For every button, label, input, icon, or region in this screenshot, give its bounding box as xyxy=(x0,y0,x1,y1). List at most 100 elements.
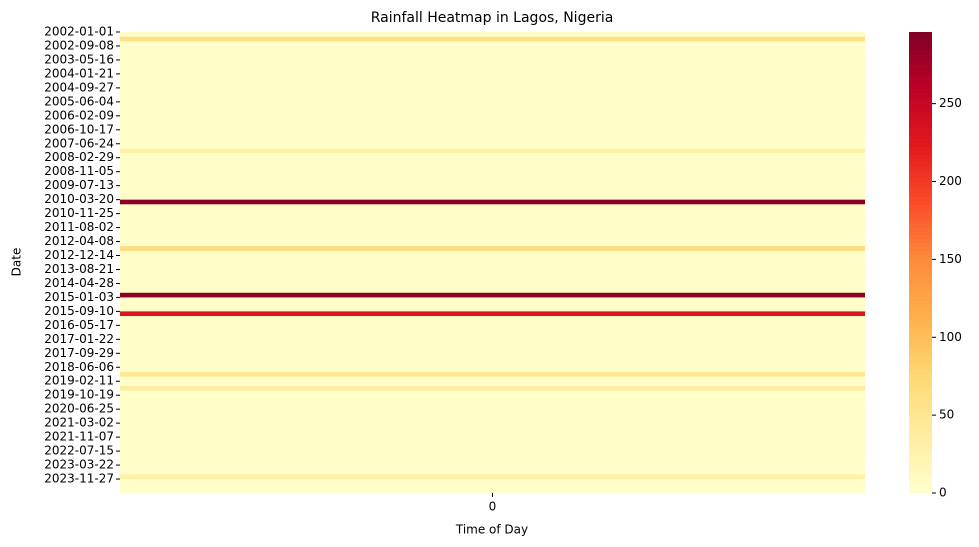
heat-cell xyxy=(120,432,865,438)
colorbar-segment xyxy=(909,62,932,67)
heat-cell xyxy=(120,316,865,322)
colorbar-segment xyxy=(909,220,932,225)
y-tick-label: 2020-06-25 xyxy=(44,402,114,416)
heat-cell xyxy=(120,441,865,447)
heat-cell xyxy=(120,55,865,61)
colorbar-segment xyxy=(909,320,932,325)
colorbar-segment xyxy=(909,485,932,490)
heat-cell xyxy=(120,232,865,238)
colorbar-tick-label: 200 xyxy=(939,174,962,188)
heat-cell xyxy=(120,36,865,42)
colorbar-segment xyxy=(909,258,932,263)
colorbar-segment xyxy=(909,435,932,440)
heat-cell xyxy=(120,204,865,210)
colorbar-segment xyxy=(909,216,932,221)
colorbar-segment xyxy=(909,78,932,83)
heat-cell xyxy=(120,111,865,117)
heat-cell xyxy=(120,83,865,89)
colorbar-tick-label: 100 xyxy=(939,330,962,344)
colorbar-segment xyxy=(909,277,932,283)
colorbar-segment xyxy=(909,204,932,210)
colorbar-segment xyxy=(909,358,932,363)
heat-cell xyxy=(120,367,865,373)
y-tick-label: 2015-01-03 xyxy=(44,290,114,304)
heat-cell xyxy=(120,64,865,70)
colorbar-segment xyxy=(909,35,932,40)
colorbar-segment xyxy=(909,366,932,371)
colorbar-segment xyxy=(909,308,932,313)
heat-cell xyxy=(120,330,865,335)
heat-cell xyxy=(120,302,865,308)
colorbar-segment xyxy=(909,108,932,113)
heat-cell xyxy=(120,69,865,75)
heat-cell xyxy=(120,106,865,112)
heat-cell xyxy=(120,297,865,303)
heat-cell xyxy=(120,371,865,377)
colorbar-segment xyxy=(909,243,932,248)
colorbar-segment xyxy=(909,93,932,98)
y-tick-label: 2019-10-19 xyxy=(44,388,114,402)
colorbar-segment xyxy=(909,304,932,309)
colorbar-segment xyxy=(909,47,932,52)
y-tick-label: 2021-11-07 xyxy=(44,430,114,444)
colorbar-segment xyxy=(909,343,932,348)
heat-cell xyxy=(120,97,865,103)
y-tick-label: 2023-11-27 xyxy=(44,472,114,486)
heat-cell xyxy=(120,167,865,172)
heat-cell xyxy=(120,488,865,494)
colorbar-segment xyxy=(909,274,932,279)
colorbar-segment xyxy=(909,135,932,140)
heat-cell xyxy=(120,190,865,196)
heat-cell xyxy=(120,325,865,331)
colorbar-segment xyxy=(909,55,932,60)
colorbar-segment xyxy=(909,231,932,236)
heat-cell xyxy=(120,269,865,275)
heat-cell xyxy=(120,73,865,79)
heat-cell xyxy=(120,288,865,294)
colorbar-segment xyxy=(909,297,932,302)
colorbar-segment xyxy=(909,81,932,87)
heat-cell xyxy=(120,283,865,289)
colorbar-segment xyxy=(909,143,932,148)
colorbar-segment xyxy=(909,212,932,217)
chart-title: Rainfall Heatmap in Lagos, Nigeria xyxy=(371,10,614,26)
y-tick-label: 2007-06-24 xyxy=(44,136,114,150)
heat-cell xyxy=(120,176,865,182)
colorbar-segment xyxy=(909,262,932,267)
colorbar-segment xyxy=(909,377,932,382)
colorbar-segment xyxy=(909,58,932,64)
colorbar-segment xyxy=(909,147,932,152)
colorbar-segment xyxy=(909,151,932,156)
colorbar-segment xyxy=(909,235,932,240)
colorbar-segment xyxy=(909,85,932,90)
colorbar-segment xyxy=(909,327,932,332)
colorbar-segment xyxy=(909,354,932,359)
colorbar-segment xyxy=(909,128,932,133)
y-tick-label: 2003-05-16 xyxy=(44,52,114,66)
heat-cell xyxy=(120,171,865,177)
heat-cell xyxy=(120,362,865,368)
y-tick-label: 2023-03-22 xyxy=(44,458,114,472)
y-tick-label: 2012-12-14 xyxy=(44,248,114,262)
heat-cell xyxy=(120,213,865,219)
heat-cell xyxy=(120,311,865,317)
colorbar-segment xyxy=(909,120,932,125)
heat-cell xyxy=(120,148,865,154)
colorbar-segment xyxy=(909,323,932,329)
heat-cell xyxy=(120,455,865,461)
colorbar-segment xyxy=(909,131,932,137)
colorbar-segment xyxy=(909,97,932,102)
heat-cell xyxy=(120,381,865,387)
heat-cell xyxy=(120,236,865,242)
heat-cell xyxy=(120,399,865,405)
heat-cell xyxy=(120,115,865,121)
y-tick-label: 2002-01-01 xyxy=(44,25,114,39)
colorbar-segment xyxy=(909,181,932,186)
colorbar-segment xyxy=(909,201,932,206)
x-tick-label: 0 xyxy=(489,500,497,514)
colorbar-segment xyxy=(909,162,932,167)
heat-cell xyxy=(120,357,865,363)
colorbar-tick-label: 0 xyxy=(939,486,947,500)
heat-cell xyxy=(120,479,865,484)
